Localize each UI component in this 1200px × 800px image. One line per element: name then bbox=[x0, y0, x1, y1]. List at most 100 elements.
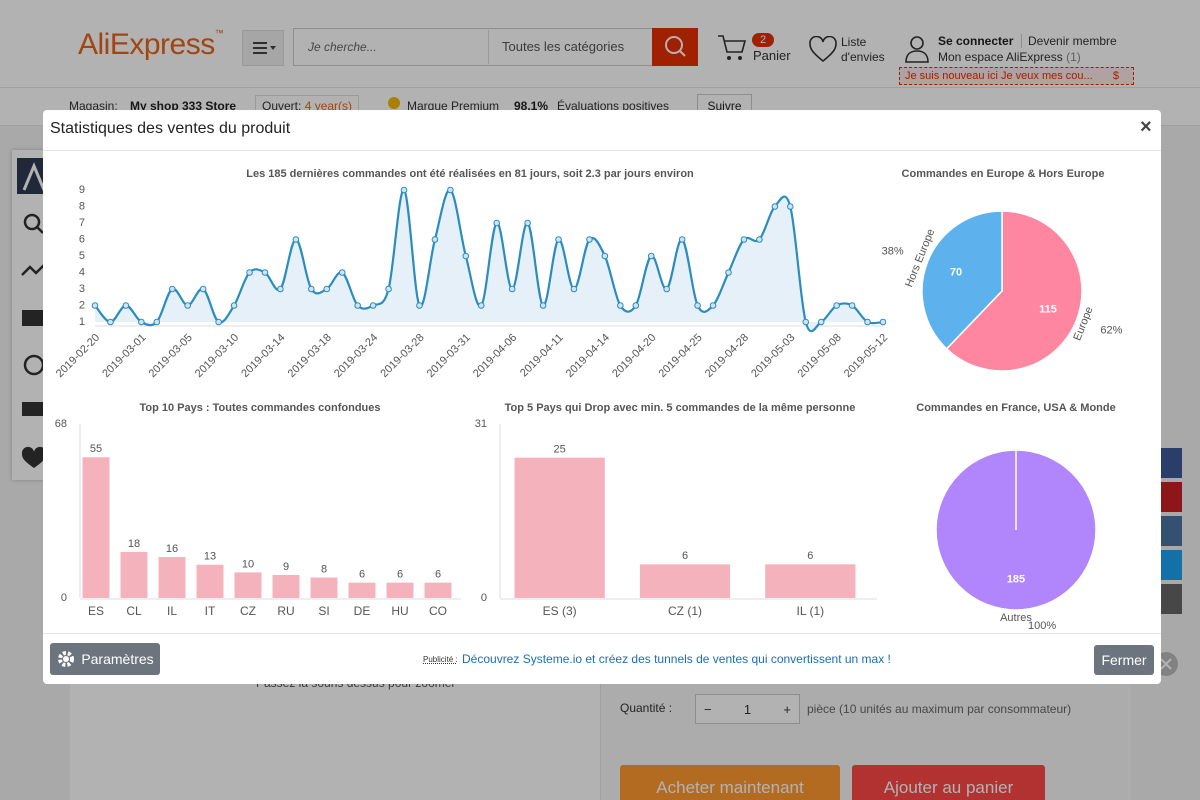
menu-button[interactable] bbox=[242, 30, 284, 66]
y-tick-label: 4 bbox=[79, 266, 85, 278]
x-tick-label: 2019-03-01 bbox=[100, 332, 148, 380]
logo-text[interactable]: AliExpress bbox=[78, 28, 215, 61]
bar-value-label: 6 bbox=[359, 569, 365, 581]
user-icon[interactable] bbox=[903, 34, 931, 64]
x-tick-label: DE bbox=[354, 604, 371, 618]
bar bbox=[158, 557, 186, 598]
rating-label[interactable]: Évaluations positives bbox=[557, 99, 670, 113]
line-point bbox=[400, 186, 408, 194]
line-point bbox=[493, 219, 501, 227]
x-tick-label: CZ (1) bbox=[668, 604, 702, 618]
wishlist-label[interactable]: Liste d'envies bbox=[841, 35, 885, 65]
settings-button[interactable]: Paramètres bbox=[50, 643, 160, 675]
quantity-note: pièce (10 unités au maximum par consomma… bbox=[807, 702, 1072, 716]
modal-divider bbox=[43, 150, 1161, 151]
bar bbox=[765, 564, 856, 598]
wishlist-icon[interactable] bbox=[808, 36, 838, 64]
line-point bbox=[725, 269, 732, 276]
y-tick-label: 6 bbox=[79, 233, 85, 245]
line-point bbox=[153, 318, 161, 326]
y-tick-label: 31 bbox=[475, 418, 487, 430]
line-point bbox=[508, 285, 516, 293]
add-to-cart-button[interactable]: Ajouter au panier bbox=[852, 765, 1045, 800]
bar-value-label: 8 bbox=[321, 563, 327, 575]
minus-button[interactable]: − bbox=[704, 701, 712, 717]
line-point bbox=[601, 252, 609, 260]
cart-badge: 2 bbox=[752, 33, 774, 47]
sign-in-link[interactable]: Se connecter bbox=[938, 34, 1014, 48]
logo[interactable]: AliExpress™ bbox=[78, 28, 224, 62]
line-point bbox=[740, 236, 748, 243]
line-point bbox=[168, 285, 176, 293]
quantity-value[interactable]: 1 bbox=[743, 701, 752, 717]
line-point bbox=[879, 318, 887, 326]
line-point bbox=[107, 318, 114, 326]
x-tick-label: 2019-04-20 bbox=[610, 332, 658, 380]
search-button[interactable] bbox=[652, 28, 698, 66]
x-tick-label: ES (3) bbox=[543, 604, 577, 618]
line-point bbox=[802, 318, 810, 326]
promo-banner[interactable]: Je suis nouveau ici Je veux mes cou... $ bbox=[899, 67, 1134, 85]
slice-percent-label: 38% bbox=[882, 245, 904, 257]
y-tick-label: 5 bbox=[79, 250, 85, 262]
account-link[interactable]: Mon espace AliExpress (1) bbox=[938, 50, 1081, 64]
line-area bbox=[95, 189, 883, 332]
cart-icon[interactable] bbox=[716, 32, 748, 64]
logo-tm: ™ bbox=[214, 28, 224, 38]
y-tick-label: 1 bbox=[79, 316, 85, 328]
x-tick-label: IT bbox=[205, 604, 216, 618]
close-button[interactable]: Fermer bbox=[1094, 645, 1154, 675]
line-point bbox=[709, 302, 717, 309]
quantity-label: Quantité : bbox=[620, 701, 673, 715]
chart-title: Commandes en Europe & Hors Europe bbox=[902, 168, 1105, 180]
slice-value-label: 70 bbox=[950, 266, 962, 278]
slice-name-label: Autres bbox=[1000, 612, 1032, 624]
line-point bbox=[555, 236, 562, 243]
ad-link[interactable]: Découvrez Systeme.io et créez des tunnel… bbox=[462, 652, 891, 666]
bar bbox=[514, 457, 605, 598]
bar bbox=[120, 551, 148, 598]
join-link[interactable]: Devenir membre bbox=[1021, 34, 1117, 48]
y-tick-label: 3 bbox=[79, 283, 85, 295]
bar bbox=[348, 582, 376, 598]
y-tick-label: 0 bbox=[61, 592, 67, 604]
divider bbox=[488, 30, 489, 64]
line-point bbox=[524, 219, 531, 227]
y-tick-label: 0 bbox=[481, 592, 487, 604]
x-tick-label: 2019-03-28 bbox=[378, 332, 426, 380]
y-tick-label: 8 bbox=[79, 200, 85, 212]
line-point bbox=[416, 302, 423, 309]
bar-value-label: 10 bbox=[242, 558, 254, 570]
store-name[interactable]: My shop 333 Store bbox=[130, 99, 237, 113]
x-tick-label: ES bbox=[88, 604, 104, 618]
line-point bbox=[199, 285, 207, 293]
wishlist-line: d'envies bbox=[841, 50, 885, 64]
x-tick-label: 2019-03-24 bbox=[332, 332, 380, 380]
pie-slice bbox=[921, 210, 1003, 350]
bar-value-label: 16 bbox=[166, 543, 178, 555]
bar-value-label: 18 bbox=[128, 538, 140, 550]
category-select[interactable]: Toutes les catégories bbox=[502, 39, 625, 54]
bar-value-label: 9 bbox=[283, 561, 289, 573]
search-box[interactable] bbox=[293, 28, 653, 66]
buy-button[interactable]: Acheter maintenant bbox=[620, 765, 840, 800]
bar bbox=[234, 572, 262, 598]
plus-button[interactable]: + bbox=[783, 701, 791, 717]
x-tick-label: 2019-03-18 bbox=[286, 332, 334, 380]
line-point bbox=[354, 302, 361, 309]
social-icons-svg bbox=[1160, 448, 1182, 614]
modal-close[interactable]: × bbox=[1140, 116, 1152, 138]
line-point bbox=[122, 302, 130, 309]
bar-value-label: 6 bbox=[397, 569, 403, 581]
line-point bbox=[647, 252, 655, 260]
menu-icon bbox=[253, 42, 276, 54]
open-label: Ouvert: bbox=[262, 99, 302, 113]
y-tick-label: 68 bbox=[55, 418, 67, 430]
chart-title: Top 5 Pays qui Drop avec min. 5 commande… bbox=[505, 402, 856, 414]
line-point bbox=[246, 269, 253, 276]
cart-label[interactable]: Panier bbox=[753, 48, 791, 63]
line-point bbox=[462, 252, 470, 260]
gear-icon bbox=[58, 651, 75, 667]
line-point bbox=[833, 302, 840, 309]
ad-label: Publicité : bbox=[423, 655, 458, 664]
